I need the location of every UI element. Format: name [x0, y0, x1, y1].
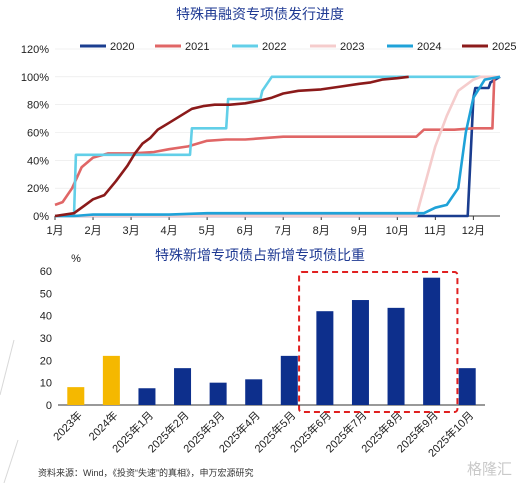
bar-y-unit: %	[71, 253, 81, 265]
line-x-tick: 7月	[275, 225, 292, 237]
decor-line	[3, 439, 19, 483]
line-x-tick: 4月	[161, 225, 178, 237]
bar-2025年7月	[351, 300, 369, 405]
line-x-tick: 8月	[313, 225, 330, 237]
highlight-box	[298, 271, 459, 413]
bar-y-tick: 60	[40, 266, 52, 278]
line-y-tick: 100%	[21, 72, 49, 84]
line-series-2023	[55, 75, 500, 218]
line-series-2021	[54, 75, 500, 207]
source-note: 资料来源：Wind，《投资“失速”的真相》，申万宏源研究	[38, 468, 254, 478]
line-x-tick: 10月	[386, 225, 409, 237]
legend-label-2020: 2020	[110, 41, 134, 53]
bar-2025年5月	[280, 355, 298, 405]
legend-label-2021: 2021	[185, 41, 209, 53]
bar-2025年10月	[458, 368, 476, 405]
decor-line	[0, 339, 15, 396]
bar-y-tick: 10	[40, 378, 52, 390]
bar-y-tick: 0	[46, 400, 52, 412]
bar-2025年1月	[138, 388, 156, 405]
bottom-chart-title: 特殊新增专项债占新增专项债比重	[155, 247, 365, 263]
line-y-tick: 60%	[27, 128, 49, 140]
legend-label-2022: 2022	[262, 41, 286, 53]
bar-2025年3月	[209, 382, 227, 405]
bar-y-tick: 20	[40, 355, 52, 367]
bar-y-tick: 50	[40, 288, 52, 300]
line-x-tick: 2月	[84, 225, 101, 237]
line-y-tick: 40%	[27, 155, 49, 167]
line-y-tick: 80%	[27, 100, 49, 112]
line-y-tick: 0%	[33, 211, 49, 223]
legend-label-2024: 2024	[417, 41, 441, 53]
top-chart-title: 特殊再融资专项债发行进度	[176, 6, 344, 22]
bar-2025年6月	[316, 311, 334, 405]
bar-2025年8月	[387, 307, 405, 405]
line-x-tick: 5月	[199, 225, 216, 237]
bar-2025年4月	[245, 379, 263, 405]
legend-label-2025: 2025	[492, 41, 516, 53]
bar-y-tick: 30	[40, 333, 52, 345]
watermark-logo: 格隆汇	[466, 461, 512, 478]
line-series-2025	[54, 75, 409, 218]
line-x-tick: 6月	[237, 225, 254, 237]
line-series-2022	[55, 75, 500, 218]
line-y-tick: 20%	[27, 183, 49, 195]
line-x-tick: 9月	[351, 225, 368, 237]
bar-x-tick: 2023年	[50, 408, 85, 443]
line-x-tick: 1月	[46, 225, 63, 237]
bar-2025年9月	[423, 277, 441, 405]
line-series-2024	[55, 75, 501, 218]
bar-y-tick: 40	[40, 311, 52, 323]
legend-label-2023: 2023	[340, 41, 364, 53]
bar-2023年	[67, 387, 85, 405]
line-series-2020	[55, 75, 501, 218]
line-y-tick: 120%	[21, 44, 49, 56]
bar-x-tick: 2024年	[86, 408, 121, 443]
line-x-tick: 3月	[123, 225, 140, 237]
line-x-tick: 12月	[462, 225, 485, 237]
bar-2024年	[102, 355, 120, 405]
bar-2025年2月	[174, 368, 192, 405]
line-x-tick: 11月	[424, 225, 446, 237]
